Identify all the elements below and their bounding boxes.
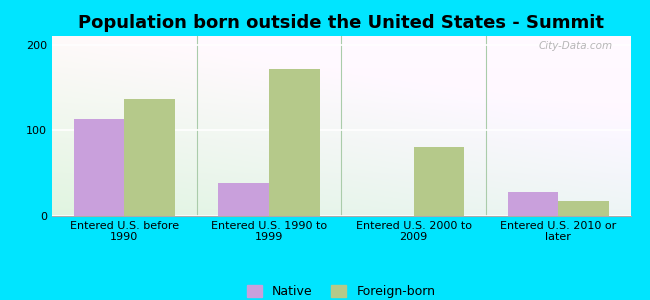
Text: City-Data.com: City-Data.com (539, 41, 613, 51)
Bar (218, 183, 269, 216)
Bar (73, 119, 124, 216)
Legend: Native, Foreign-born: Native, Foreign-born (242, 280, 441, 300)
Bar (124, 99, 175, 216)
Bar (558, 201, 609, 216)
Bar (269, 69, 320, 216)
Bar (413, 147, 464, 216)
Bar (508, 192, 558, 216)
Title: Population born outside the United States - Summit: Population born outside the United State… (78, 14, 604, 32)
